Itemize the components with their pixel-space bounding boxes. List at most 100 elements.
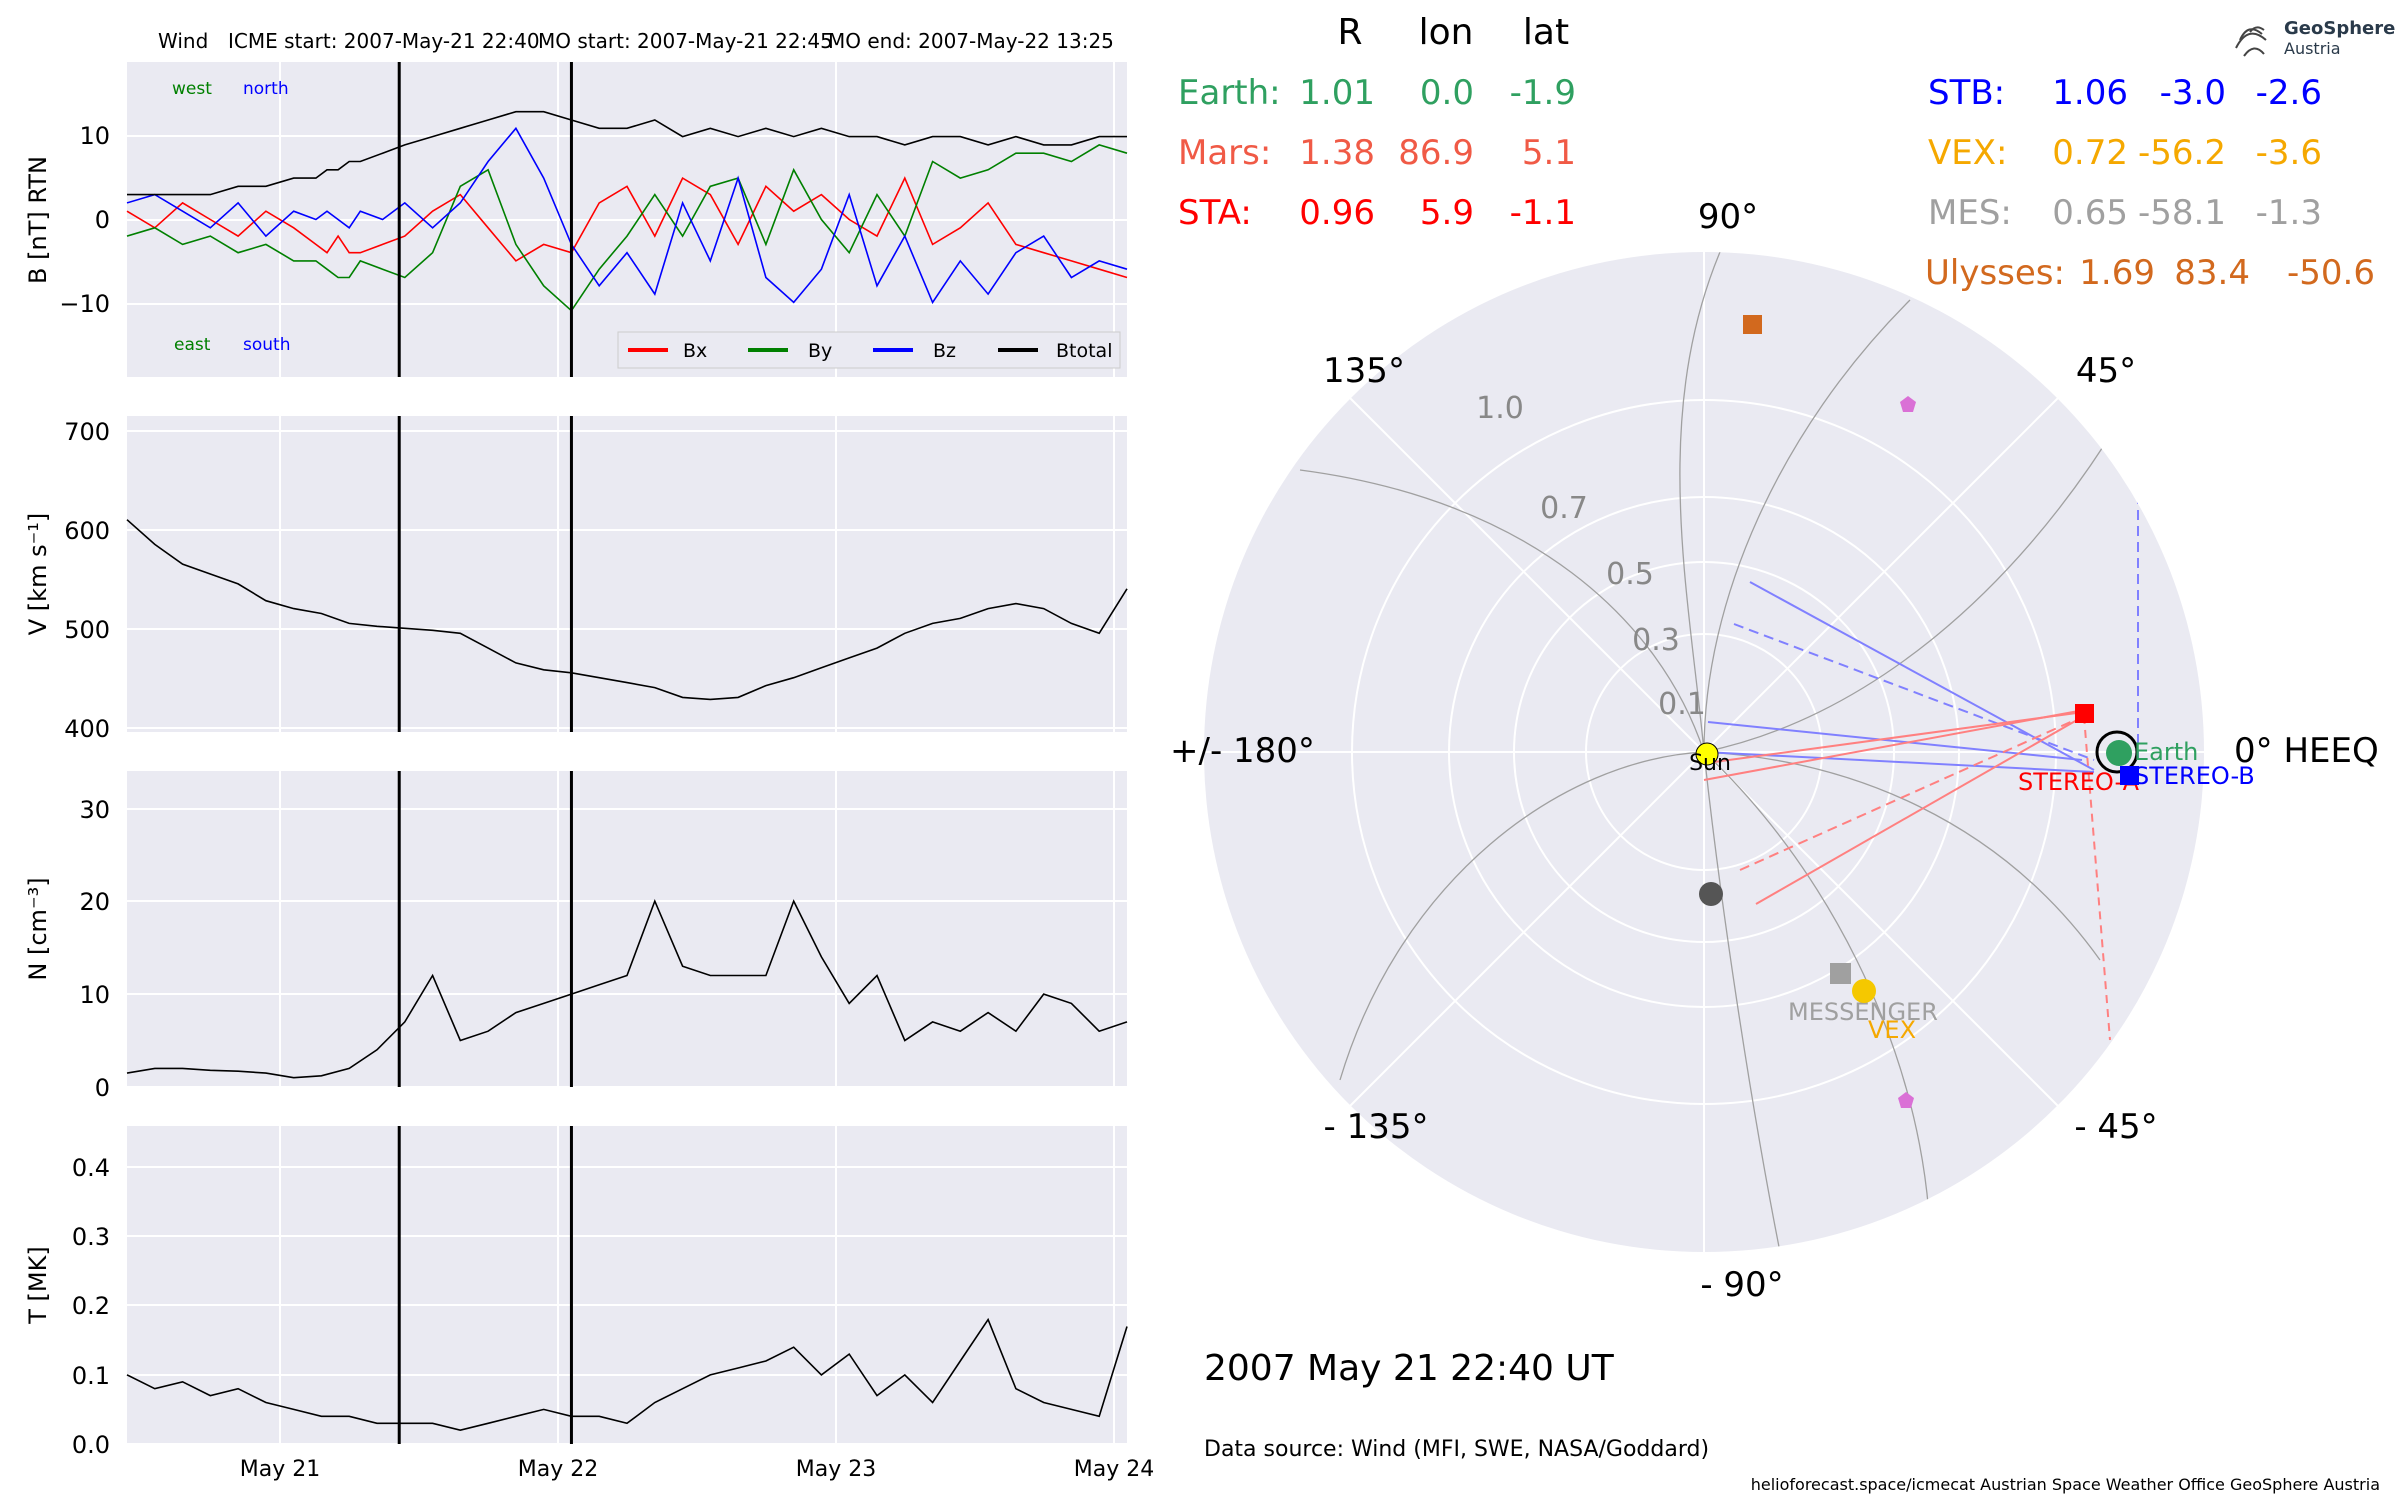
header-spacecraft: Wind [158,29,208,53]
x-tick-label: May 21 [240,1457,320,1482]
stereo-a-marker [2075,704,2094,723]
mars-marker [1699,882,1723,906]
row-lat: -1.9 [1510,73,1576,113]
row-name: STA: [1178,193,1252,233]
angle-label-180: +/- 180° [1170,731,1315,771]
y-axis-label: V [km s⁻¹] [24,513,52,635]
messenger-marker [1830,963,1851,984]
table-row-mars: Mars: 1.38 86.9 5.1 [1178,133,1576,173]
y-tick-label: 700 [64,418,110,446]
row-r: 0.65 [2052,193,2128,233]
row-lat: -3.6 [2256,133,2322,173]
y-tick-label: 0.3 [72,1223,110,1251]
series-line-btotal [127,110,1127,196]
parker-spirals [1299,252,2121,1252]
earth-label: Earth [2134,738,2198,766]
radial-label: 0.3 [1632,623,1680,658]
annotation-north: north [243,79,289,99]
y-tick-label: 0.4 [72,1154,110,1182]
series-line-n [126,898,1128,1079]
table-row-earth: Earth: 1.01 0.0 -1.9 [1178,73,1576,113]
pentagon-marker-lower [1898,1092,1914,1108]
annotation-east: east [174,335,211,355]
y-tick-label: 400 [64,715,110,743]
angle-label-0: 0° HEEQ [2234,731,2379,771]
field-line-bundle [1703,494,2139,1041]
y-axis-label: N [cm⁻³] [24,877,52,980]
logo-swirl-icon [2235,26,2267,57]
row-lon: 83.4 [2174,253,2250,293]
table-row-sta: STA: 0.96 5.9 -1.1 [1178,193,1576,233]
x-tick-label: May 24 [1074,1457,1154,1482]
panel-background [127,771,1127,1087]
stereo-b-label: STEREO-B [2134,762,2255,790]
series-group [126,110,1128,312]
earth-marker [2106,740,2132,766]
header-mo-start: MO start: 2007-May-21 22:45 [538,29,833,53]
vex-marker [1852,979,1876,1003]
panel-speed: 700 600 500 400 V [km s⁻¹] [24,416,1128,743]
row-r: 0.72 [2052,133,2128,173]
angle-label-135: 135° [1323,351,1405,391]
series-line-by [126,144,1128,312]
y-tick-label: 30 [79,796,110,824]
table-header-lat: lat [1523,12,1569,53]
position-table: R lon lat Earth: 1.01 0.0 -1.9 Mars: 1.3… [1178,12,2375,293]
sun-label: Sun [1689,751,1731,776]
series-line-v [126,519,1128,701]
panel-temperature: 0.4 0.3 0.2 0.1 0.0 T [MK] May 21 May 22… [24,1126,1154,1482]
y-tick-label: 500 [64,616,110,644]
y-tick-label: 0.1 [72,1362,110,1390]
y-tick-label: 600 [64,517,110,545]
geosphere-logo: GeoSphere Austria [2235,18,2395,58]
table-row-mes: MES: 0.65 -58.1 -1.3 [1928,193,2322,233]
y-tick-label: 0 [95,206,110,234]
row-name: Ulysses: [1925,253,2065,293]
y-tick-label: −10 [59,290,110,318]
logo-name: GeoSphere [2284,18,2395,39]
timestamp: 2007 May 21 22:40 UT [1204,1348,1615,1389]
pentagon-marker-upper [1900,396,1916,412]
ulysses-marker [1743,315,1762,334]
table-row-ulysses: Ulysses: 1.69 83.4 -50.6 [1925,253,2375,293]
row-lat: -2.6 [2256,73,2322,113]
row-lon: 5.9 [1420,193,1474,233]
row-lon: -58.1 [2138,193,2226,233]
radial-label: 1.0 [1476,391,1524,426]
event-boundary-lines [397,62,573,1444]
y-tick-label: 10 [79,981,110,1009]
table-row-vex: VEX: 0.72 -56.2 -3.6 [1928,133,2322,173]
row-r: 1.01 [1299,73,1375,113]
row-lon: 86.9 [1398,133,1474,173]
data-source: Data source: Wind (MFI, SWE, NASA/Goddar… [1204,1437,1709,1462]
legend-label-by: By [808,340,832,362]
row-name: Earth: [1178,73,1281,113]
panel-magnetic-field: 10 0 −10 B [nT] RTN west north east sout… [24,62,1128,377]
vex-label: VEX [1868,1016,1916,1044]
series-group [126,1317,1128,1432]
row-r: 1.06 [2052,73,2128,113]
table-row-stb: STB: 1.06 -3.0 -2.6 [1928,73,2322,113]
annotation-west: west [172,79,212,99]
angle-label-minus-90: - 90° [1700,1265,1783,1305]
row-lon: 0.0 [1420,73,1474,113]
y-tick-label: 0 [95,1074,110,1102]
panel-background [127,416,1127,732]
series-group [126,898,1128,1079]
row-r: 0.96 [1299,193,1375,233]
legend-label-btotal: Btotal [1056,340,1112,362]
row-lat: -50.6 [2287,253,2375,293]
earth-orbit-ring [2095,730,2139,774]
panel-background [127,1126,1127,1444]
series-group [126,519,1128,701]
footer-credits: helioforecast.space/icmecat Austrian Spa… [1751,1475,2380,1494]
row-name: VEX: [1928,133,2008,173]
angle-label-90: 90° [1698,197,1758,237]
series-line-bz [126,126,1128,305]
series-line-t [126,1317,1128,1432]
header-icme-start: ICME start: 2007-May-21 22:40 [228,29,540,53]
row-lat: 5.1 [1522,133,1576,173]
x-tick-label: May 22 [518,1457,598,1482]
radial-label: 0.5 [1606,557,1654,592]
annotation-south: south [243,335,290,355]
